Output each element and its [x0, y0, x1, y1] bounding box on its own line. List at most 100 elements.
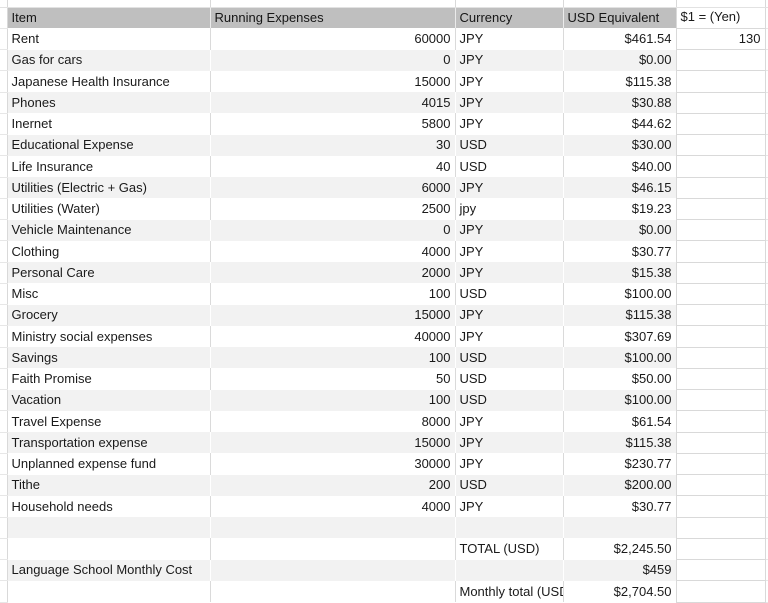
- cell-usd-equivalent[interactable]: $46.15: [563, 177, 677, 199]
- cell-item[interactable]: [7, 517, 211, 539]
- cell-running-expense[interactable]: 8000: [210, 410, 456, 432]
- header-currency[interactable]: Currency: [455, 7, 564, 29]
- cell-currency[interactable]: JPY: [455, 70, 564, 92]
- cell-usd-equivalent[interactable]: $30.77: [563, 495, 677, 517]
- cell-currency[interactable]: [455, 517, 564, 539]
- cell-running-expense[interactable]: 0: [210, 49, 456, 71]
- cell-item[interactable]: Educational Expense: [7, 134, 211, 156]
- cell-yen-rate[interactable]: [676, 389, 766, 412]
- header-running-expenses[interactable]: Running Expenses: [210, 7, 456, 29]
- cell-yen-rate[interactable]: [676, 325, 766, 348]
- cell-item[interactable]: [7, 538, 211, 560]
- cell-yen-rate[interactable]: [676, 304, 766, 327]
- cell-currency[interactable]: USD: [455, 347, 564, 369]
- cell-item[interactable]: Vehicle Maintenance: [7, 219, 211, 241]
- cell-yen-rate[interactable]: [676, 347, 766, 369]
- cell-running-expense[interactable]: [210, 559, 456, 581]
- cell-yen-rate[interactable]: [676, 134, 766, 157]
- cell-item[interactable]: Life Insurance: [7, 155, 211, 177]
- cell-yen-rate[interactable]: [676, 283, 766, 306]
- cell-item[interactable]: Faith Promise: [7, 368, 211, 390]
- cell-currency[interactable]: JPY: [455, 92, 564, 114]
- cell-yen-rate[interactable]: [676, 432, 766, 454]
- cell-usd-equivalent[interactable]: $40.00: [563, 155, 677, 177]
- cell-usd-equivalent[interactable]: $44.62: [563, 113, 677, 135]
- cell-item[interactable]: Utilities (Water): [7, 198, 211, 220]
- cell-currency[interactable]: [455, 559, 564, 581]
- cell-usd-equivalent[interactable]: $200.00: [563, 474, 677, 496]
- cell-yen-rate[interactable]: [676, 580, 766, 603]
- cell-running-expense[interactable]: 15000: [210, 70, 456, 92]
- cell-yen-rate[interactable]: [676, 177, 766, 199]
- cell-currency[interactable]: TOTAL (USD): [455, 538, 564, 560]
- cell-running-expense[interactable]: [210, 538, 456, 560]
- cell-usd-equivalent[interactable]: $115.38: [563, 70, 677, 92]
- cell-running-expense[interactable]: 6000: [210, 177, 456, 199]
- cell-usd-equivalent[interactable]: $19.23: [563, 198, 677, 220]
- cell-usd-equivalent[interactable]: $115.38: [563, 304, 677, 326]
- cell-running-expense[interactable]: 15000: [210, 304, 456, 326]
- cell-running-expense[interactable]: 0: [210, 219, 456, 241]
- cell-running-expense[interactable]: 40000: [210, 325, 456, 347]
- cell-yen-rate[interactable]: [676, 559, 766, 582]
- cell-item[interactable]: Inernet: [7, 113, 211, 135]
- cell-usd-equivalent[interactable]: $0.00: [563, 219, 677, 241]
- cell-currency[interactable]: JPY: [455, 410, 564, 432]
- cell-running-expense[interactable]: 4000: [210, 495, 456, 517]
- cell-item[interactable]: Tithe: [7, 474, 211, 496]
- cell-currency[interactable]: USD: [455, 134, 564, 156]
- cell-item[interactable]: Personal Care: [7, 262, 211, 284]
- cell-currency[interactable]: JPY: [455, 325, 564, 347]
- header-item[interactable]: Item: [7, 7, 211, 29]
- cell-item[interactable]: Ministry social expenses: [7, 325, 211, 347]
- cell-currency[interactable]: JPY: [455, 177, 564, 199]
- cell-running-expense[interactable]: 2000: [210, 262, 456, 284]
- cell-running-expense[interactable]: 60000: [210, 28, 456, 50]
- cell-usd-equivalent[interactable]: $2,245.50: [563, 538, 677, 560]
- cell-item[interactable]: Savings: [7, 347, 211, 369]
- cell-running-expense[interactable]: 4015: [210, 92, 456, 114]
- cell-yen-rate[interactable]: [676, 538, 766, 561]
- cell-yen-rate[interactable]: [676, 240, 766, 263]
- cell-currency[interactable]: JPY: [455, 49, 564, 71]
- cell-yen-rate[interactable]: 130: [676, 28, 766, 51]
- cell-currency[interactable]: Monthly total (USD): [455, 580, 564, 602]
- cell-item[interactable]: Phones: [7, 92, 211, 114]
- cell-yen-rate[interactable]: [676, 368, 766, 391]
- cell-yen-rate[interactable]: [676, 70, 766, 93]
- cell-currency[interactable]: JPY: [455, 432, 564, 454]
- cell-running-expense[interactable]: 30000: [210, 453, 456, 475]
- cell-usd-equivalent[interactable]: $15.38: [563, 262, 677, 284]
- cell-usd-equivalent[interactable]: $61.54: [563, 410, 677, 432]
- cell-currency[interactable]: USD: [455, 389, 564, 411]
- cell-currency[interactable]: JPY: [455, 219, 564, 241]
- cell-usd-equivalent[interactable]: $100.00: [563, 283, 677, 305]
- cell-running-expense[interactable]: 40: [210, 155, 456, 177]
- cell-running-expense[interactable]: 30: [210, 134, 456, 156]
- cell-yen-rate[interactable]: [676, 262, 766, 284]
- cell-item[interactable]: [7, 580, 211, 602]
- cell-usd-equivalent[interactable]: $459: [563, 559, 677, 581]
- cell-running-expense[interactable]: 200: [210, 474, 456, 496]
- cell-running-expense[interactable]: 15000: [210, 432, 456, 454]
- cell-running-expense[interactable]: 2500: [210, 198, 456, 220]
- cell-item[interactable]: Unplanned expense fund: [7, 453, 211, 475]
- cell-running-expense[interactable]: [210, 517, 456, 539]
- cell-item[interactable]: Misc: [7, 283, 211, 305]
- cell-item[interactable]: Rent: [7, 28, 211, 50]
- cell-currency[interactable]: USD: [455, 283, 564, 305]
- cell-running-expense[interactable]: 5800: [210, 113, 456, 135]
- cell-currency[interactable]: JPY: [455, 240, 564, 262]
- cell-yen-rate[interactable]: [676, 49, 766, 72]
- cell-currency[interactable]: JPY: [455, 453, 564, 475]
- cell-yen-rate[interactable]: [676, 495, 766, 518]
- cell-yen-rate[interactable]: [676, 198, 766, 221]
- cell-usd-equivalent[interactable]: $50.00: [563, 368, 677, 390]
- cell-usd-equivalent[interactable]: $0.00: [563, 49, 677, 71]
- cell-currency[interactable]: USD: [455, 474, 564, 496]
- cell-usd-equivalent[interactable]: $30.00: [563, 134, 677, 156]
- cell-yen-rate[interactable]: [676, 92, 766, 114]
- cell-usd-equivalent[interactable]: $115.38: [563, 432, 677, 454]
- cell-yen-rate[interactable]: [676, 517, 766, 539]
- cell-item[interactable]: Gas for cars: [7, 49, 211, 71]
